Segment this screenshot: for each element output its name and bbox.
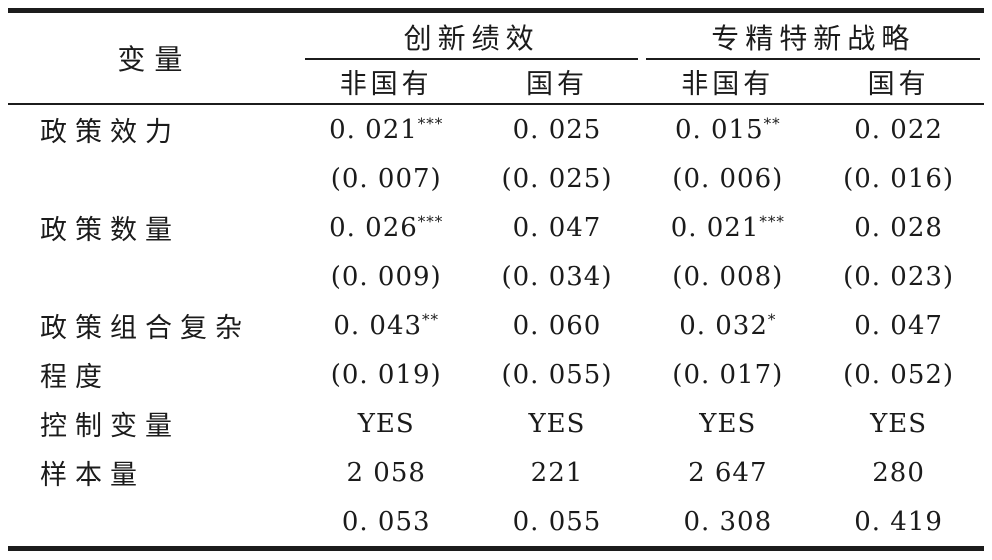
row-label: 政策效力 — [40, 117, 180, 148]
significance-stars: * — [767, 309, 777, 328]
value-cell: (0. 006) — [672, 163, 784, 194]
value-cell: (0. 007) — [330, 163, 442, 194]
value-cell: 0. 047 — [854, 310, 943, 341]
value-cell: (0. 052) — [843, 359, 955, 390]
value-cell: (0. 034) — [501, 261, 613, 292]
significance-stars: ** — [763, 113, 781, 132]
table-row: (0. 007) (0. 025) (0. 006) (0. 016) — [8, 154, 984, 203]
table-row: 0. 053 0. 055 0. 308 0. 419 — [8, 497, 984, 549]
value-cell: 280 — [872, 457, 925, 488]
table-row: 政策组合复杂 0. 043** 0. 060 0. 032* 0. 047 — [8, 301, 984, 350]
row-label: 政策组合复杂 — [40, 313, 250, 344]
value-cell: 0. 022 — [854, 114, 943, 145]
table-row: 政策数量 0. 026*** 0. 047 0. 021*** 0. 028 — [8, 203, 984, 252]
sub-header-non-state-1: 非国有 — [300, 60, 472, 105]
value-cell: (0. 008) — [672, 261, 784, 292]
value-cell: 0. 419 — [854, 506, 943, 537]
value-cell: (0. 016) — [843, 163, 955, 194]
row-label: 程度 — [40, 362, 110, 393]
row-label — [8, 497, 301, 549]
table-row: 政策效力 0. 021*** 0. 025 0. 015** 0. 022 — [8, 104, 984, 154]
value-cell: 0. 025 — [512, 114, 602, 145]
significance-stars: *** — [417, 113, 444, 132]
group-header-srsn-strategy: 专精特新战略 — [642, 11, 984, 61]
significance-stars: ** — [422, 309, 440, 328]
value-cell: (0. 025) — [501, 163, 613, 194]
table-row: 控制变量 YES YES YES YES — [8, 399, 984, 448]
value-cell: (0. 009) — [330, 261, 442, 292]
value-cell: (0. 055) — [501, 359, 613, 390]
value-cell: 0. 053 — [341, 506, 431, 537]
value-cell: 2 058 — [346, 457, 426, 488]
value-cell: YES — [870, 408, 928, 439]
significance-stars: *** — [417, 211, 444, 230]
value-cell: 0. 055 — [512, 506, 602, 537]
sub-header-state-1: 国有 — [471, 60, 643, 105]
table-header: 变量 创新绩效 专精特新战略 非国有 国有 非国有 国有 — [8, 10, 984, 105]
group-header-row: 变量 创新绩效 专精特新战略 — [8, 10, 984, 105]
sub-header-state-2: 国有 — [813, 60, 984, 105]
value-cell: 0. 028 — [854, 212, 943, 243]
value-cell: YES — [357, 408, 415, 439]
value-cell: (0. 017) — [672, 359, 784, 390]
value-cell: YES — [528, 408, 586, 439]
value-cell: 0. 308 — [683, 506, 773, 537]
significance-stars: *** — [759, 211, 785, 230]
sub-header-non-state-2: 非国有 — [642, 60, 814, 105]
regression-table: 变量 创新绩效 专精特新战略 非国有 国有 非国有 国有 政策效力 0. 021*… — [8, 8, 984, 551]
variable-column-header: 变量 — [8, 10, 301, 105]
row-label — [8, 252, 301, 301]
value-cell: YES — [699, 408, 757, 439]
value-cell: 0. 015** — [674, 113, 781, 145]
table-row: 样本量 2 058 221 2 647 280 — [8, 448, 984, 497]
group-header-innovation-performance: 创新绩效 — [301, 11, 643, 61]
row-label — [8, 154, 301, 203]
value-cell: (0. 023) — [843, 261, 955, 292]
sub-header-row: 非国有 国有 非国有 国有 — [8, 60, 984, 105]
value-cell: 0. 032* — [679, 309, 777, 341]
value-cell: 0. 060 — [512, 310, 602, 341]
table-row: (0. 009) (0. 034) (0. 008) (0. 023) — [8, 252, 984, 301]
value-cell: 0. 021*** — [670, 211, 785, 243]
value-cell: (0. 019) — [330, 359, 442, 390]
value-cell: 221 — [530, 457, 584, 488]
table-row: 程度 (0. 019) (0. 055) (0. 017) (0. 052) — [8, 350, 984, 399]
row-label: 样本量 — [40, 460, 145, 491]
row-label: 政策数量 — [40, 215, 180, 246]
row-label: 控制变量 — [40, 411, 180, 442]
value-cell: 0. 047 — [512, 212, 602, 243]
value-cell: 2 647 — [688, 457, 768, 488]
value-cell: 0. 021*** — [329, 113, 444, 145]
value-cell: 0. 026*** — [329, 211, 444, 243]
value-cell: 0. 043** — [333, 309, 440, 341]
table-body: 政策效力 0. 021*** 0. 025 0. 015** 0. 022 (0. 007… — [8, 104, 984, 549]
